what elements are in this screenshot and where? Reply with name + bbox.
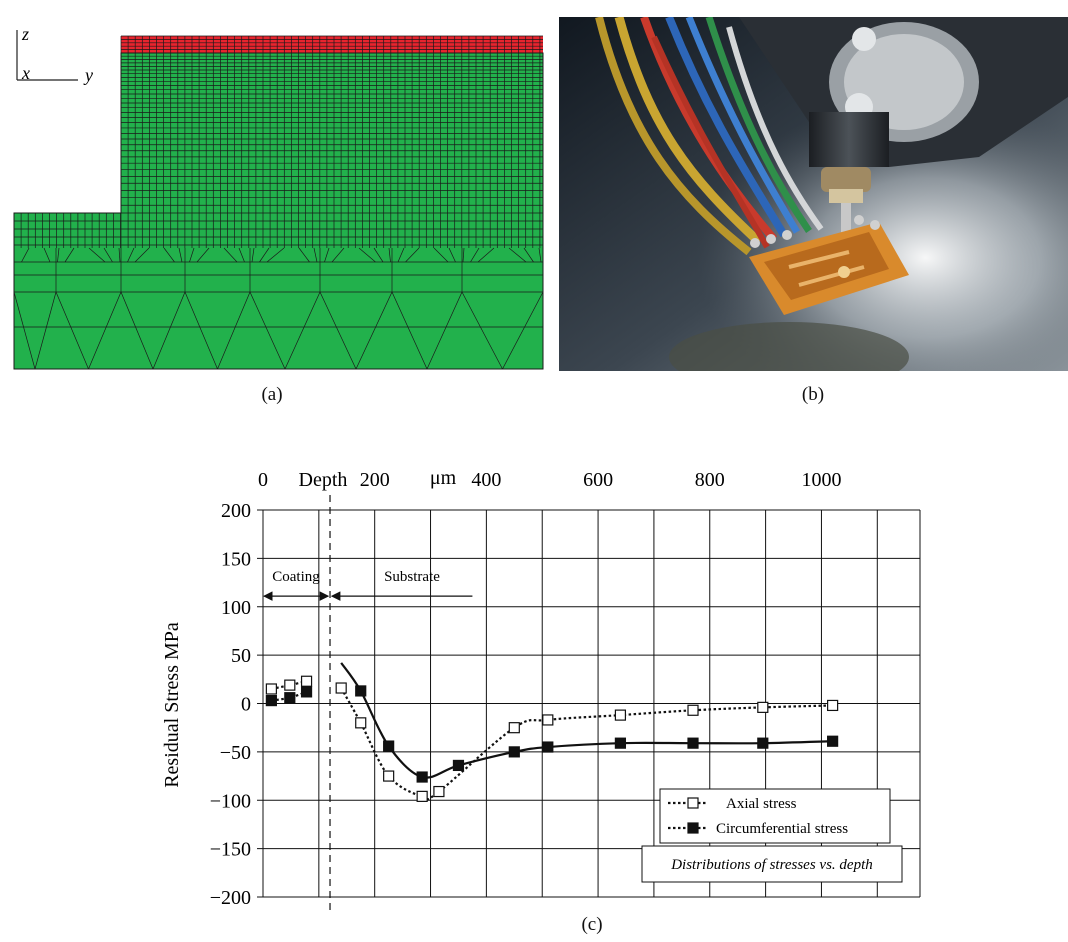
x-tick-label: 200 (360, 469, 390, 491)
y-tick-label: 100 (221, 597, 251, 619)
strain-gauge-photo (559, 15, 1068, 392)
legend: Axial stress Circumferential stress (659, 788, 891, 844)
axial-point (300, 675, 313, 687)
axial-point (335, 682, 347, 694)
stress-chart-panel: 200 150 100 50 0 −50 −100 −150 −200 0 200 400 600 800… (150, 455, 930, 920)
x-tick-label: 800 (695, 469, 725, 491)
axial-point (687, 704, 699, 716)
axial-point (416, 790, 428, 802)
y-tick-label: −200 (210, 887, 251, 909)
circumferential-point (687, 737, 699, 749)
mesh-panel: z x y (0, 0, 545, 375)
y-tick-label: −100 (210, 790, 251, 812)
legend-circumferential-label: Circumferential stress (716, 821, 848, 837)
axial-point (614, 709, 627, 721)
caption-c: (c) (581, 914, 603, 935)
coating-region-label: Coating (272, 569, 320, 585)
circumferential-point (508, 746, 520, 758)
circumferential-point (452, 759, 465, 772)
axis-z-label: z (21, 24, 29, 44)
circumferential-point (355, 685, 367, 697)
y-tick-label: 200 (221, 500, 251, 522)
circumferential-point (265, 694, 277, 707)
stress-chart: 200 150 100 50 0 −50 −100 −150 −200 0 200 400 600 800… (161, 467, 921, 910)
axis-x-label: x (21, 63, 30, 83)
circumferential-point (284, 692, 296, 704)
circumferential-point (300, 686, 313, 698)
axial-point (757, 701, 769, 713)
axial-point (284, 679, 296, 691)
substrate-region-label: Substrate (384, 569, 440, 585)
description-box: Distributions of stresses vs. depth (641, 845, 903, 883)
x-tick-label: 400 (471, 469, 501, 491)
axis-y-label: y (83, 65, 93, 85)
circumferential-point (542, 741, 554, 753)
circumferential-point (614, 737, 627, 749)
axial-point (383, 770, 395, 782)
top-axis-unit: μm (430, 467, 457, 489)
axial-point (265, 683, 277, 695)
axial-point (433, 785, 445, 798)
series-line-substrate (340, 662, 833, 779)
caption-a: (a) (261, 384, 283, 405)
legend-axial-label: Axial stress (726, 796, 797, 812)
y-tick-label: 150 (221, 548, 251, 570)
photo-illustration (559, 15, 1068, 392)
y-tick-label: 50 (231, 645, 251, 667)
y-axis-label: Residual Stress MPa (161, 622, 183, 788)
circumferential-point (757, 737, 769, 749)
axial-point (542, 714, 554, 726)
x-tick-label: 600 (583, 469, 613, 491)
mesh-figure: z x y (13, 24, 544, 370)
y-tick-label: 0 (241, 694, 251, 716)
substrate-region (14, 53, 543, 369)
y-tick-label: −150 (210, 839, 251, 861)
circumferential-point (416, 771, 428, 783)
x-tick-label: 0 (258, 469, 268, 491)
y-tick-label: −50 (220, 742, 251, 764)
circumferential-point (827, 735, 839, 747)
circumferential-point (383, 740, 395, 752)
coating-layer (121, 36, 543, 53)
axial-point (508, 722, 520, 734)
top-axis-label: Depth (299, 469, 348, 491)
description-text: Distributions of stresses vs. depth (670, 857, 873, 873)
axial-point (355, 717, 367, 729)
x-tick-label: 1000 (801, 469, 841, 491)
legend-circumferential-marker (687, 822, 699, 834)
series-line-substrate (340, 687, 833, 801)
axial-point (827, 699, 839, 712)
legend-axial-marker (687, 797, 699, 809)
caption-b: (b) (801, 384, 825, 405)
